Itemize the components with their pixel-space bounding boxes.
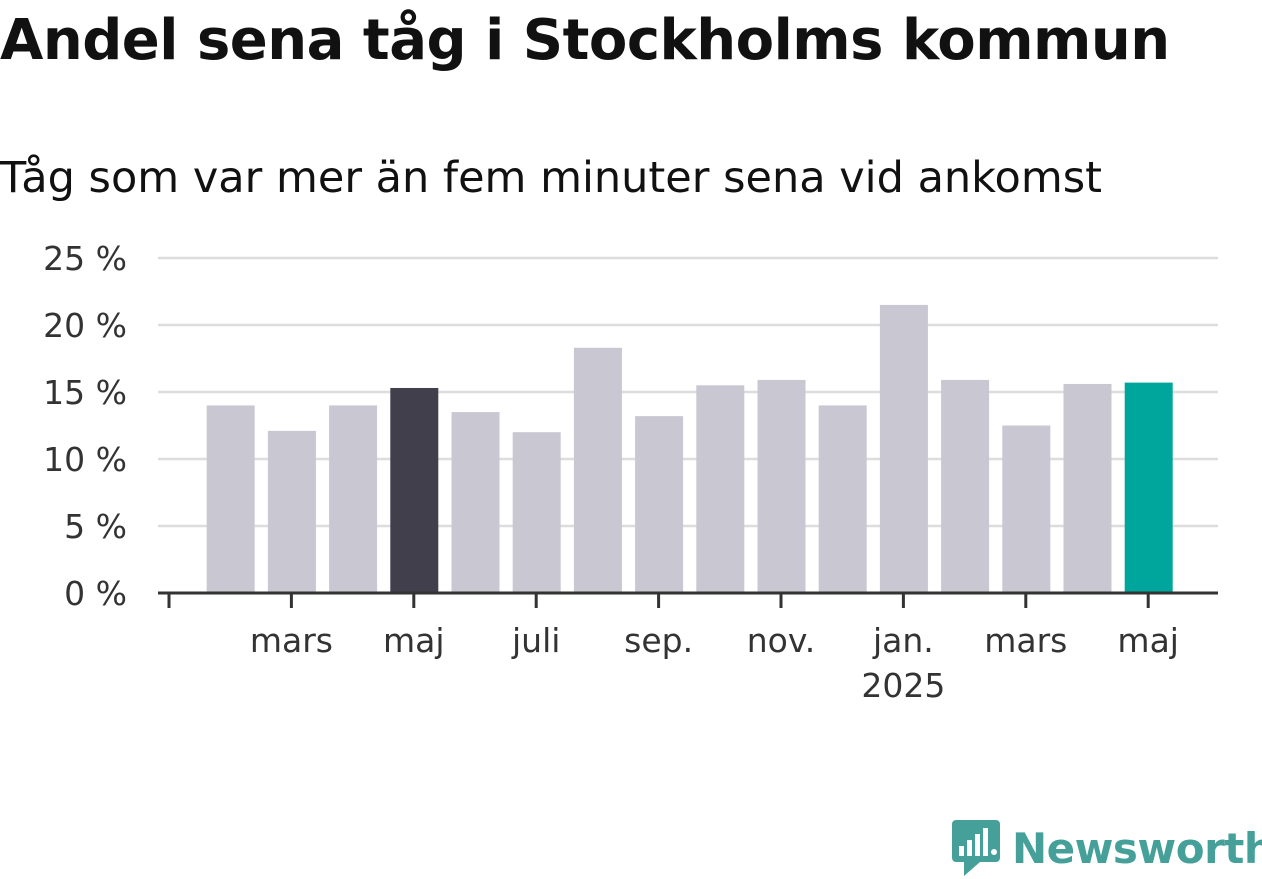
bar (1124, 382, 1173, 593)
chart-subtitle: Tåg som var mer än fem minuter sena vid … (0, 153, 1103, 203)
y-tick-label: 20 % (43, 306, 127, 345)
x-tick-label: jan. (872, 621, 934, 660)
bar (390, 387, 439, 593)
x-tick-label: maj (1117, 621, 1179, 660)
bar (512, 432, 561, 593)
x-tick-label: maj (383, 621, 445, 660)
bar (696, 385, 745, 593)
chart-title: Andel sena tåg i Stockholms kommun (0, 8, 1170, 73)
bar (818, 405, 867, 593)
bar (1063, 383, 1112, 593)
x-tick-label: sep. (624, 621, 693, 660)
brand-name: Newsworthy (1012, 823, 1262, 873)
y-tick-label: 25 % (43, 239, 127, 278)
bar (573, 347, 622, 593)
y-tick-label: 0 % (64, 574, 127, 613)
y-tick-label: 15 % (43, 373, 127, 412)
x-tick-label: mars (984, 621, 1067, 660)
bar (757, 379, 806, 593)
bar (329, 405, 378, 593)
bar (941, 379, 990, 593)
newsworthy-logo: Newsworthy (950, 818, 1262, 878)
x-tick-label: juli (511, 621, 560, 660)
x-tick-label: mars (250, 621, 333, 660)
bar (879, 304, 928, 593)
bar (206, 405, 255, 593)
y-tick-label: 5 % (64, 507, 127, 546)
newsworthy-logo-icon (952, 820, 1000, 876)
bar (267, 430, 316, 593)
x-tick-label: nov. (747, 621, 816, 660)
bar (451, 412, 500, 593)
y-tick-label: 10 % (43, 440, 127, 479)
x-tick-sublabel: 2025 (861, 666, 945, 705)
bar (635, 416, 684, 593)
bar (1002, 425, 1051, 593)
